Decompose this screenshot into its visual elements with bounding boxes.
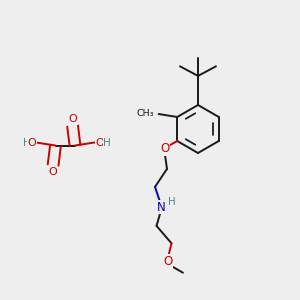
Text: H: H [23,137,31,148]
Text: N: N [157,201,165,214]
Text: O: O [49,167,58,177]
Text: O: O [28,137,37,148]
Text: O: O [95,137,104,148]
Text: H: H [168,197,176,207]
Text: O: O [163,255,172,268]
Text: H: H [103,137,111,148]
Text: O: O [160,142,169,155]
Text: CH₃: CH₃ [137,110,154,118]
Text: O: O [68,114,77,124]
